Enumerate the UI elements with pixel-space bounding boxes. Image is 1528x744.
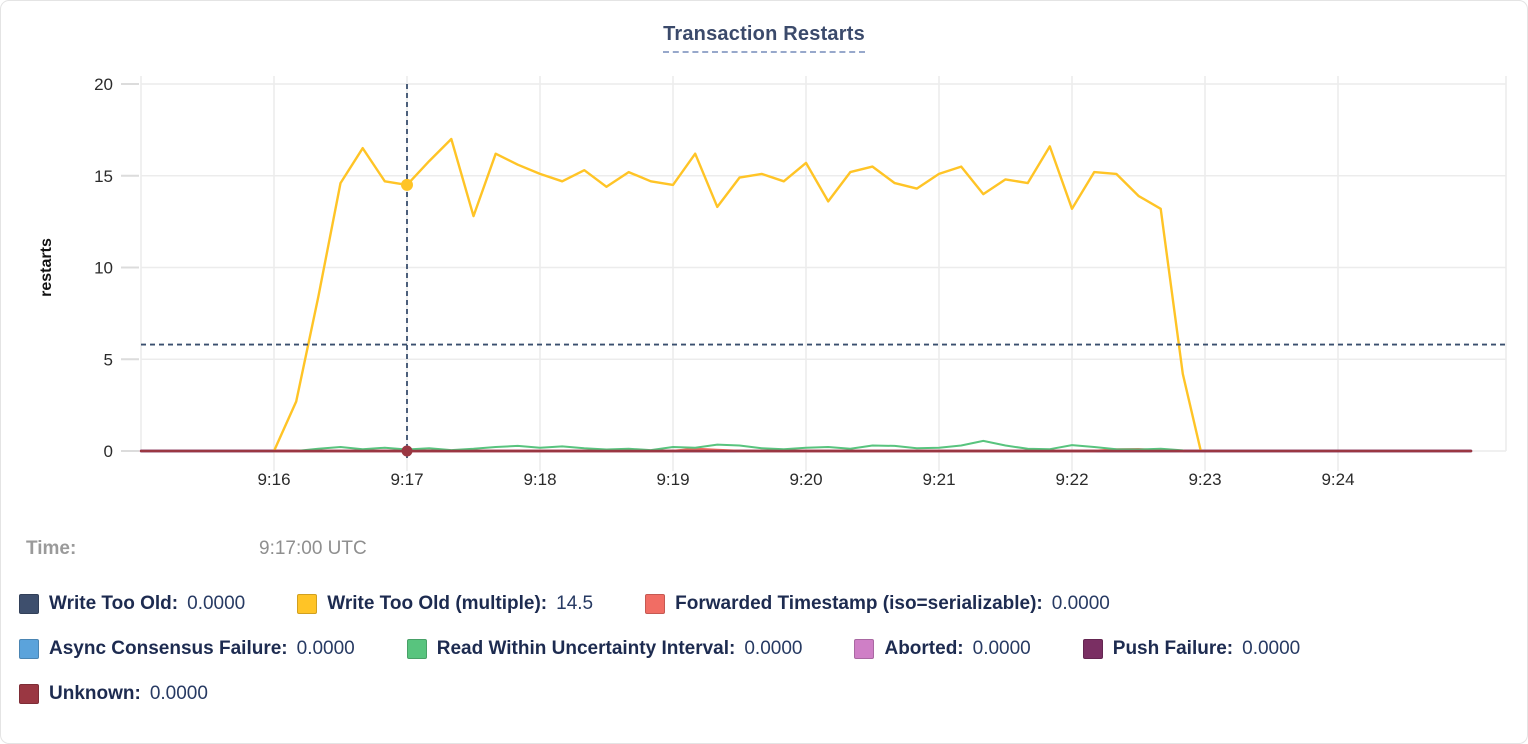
legend-value: 0.0000 bbox=[972, 637, 1031, 659]
legend-value: 0.0000 bbox=[1051, 592, 1110, 614]
transaction-restarts-chart[interactable]: 0 5 10 15 20 9:16 9:17 9:18 9:19 9:20 9:21 9:22 9:23… bbox=[1, 61, 1528, 521]
series-line-read-within-uncertainty-interval bbox=[295, 439, 1184, 452]
crosshair bbox=[141, 84, 1506, 461]
legend-label: Aborted: bbox=[884, 637, 964, 659]
legend-value: 0.0000 bbox=[296, 637, 355, 659]
x-tick-label: 9:19 bbox=[656, 470, 689, 489]
legend-item-write-too-old-multiple: Write Too Old (multiple): 14.5 bbox=[297, 593, 593, 615]
legend-swatch-icon bbox=[406, 638, 427, 659]
legend-label: Async Consensus Failure: bbox=[49, 637, 288, 659]
hover-time-label: Time: bbox=[26, 538, 77, 559]
legend-value: 14.5 bbox=[556, 592, 594, 614]
legend-item-aborted: Aborted: 0.0000 bbox=[854, 637, 1031, 660]
legend-row: Async Consensus Failure: 0.0000 Read Withi… bbox=[19, 634, 1511, 663]
y-tick-label: 5 bbox=[104, 350, 113, 369]
legend-value: 0.0000 bbox=[187, 592, 246, 614]
legend-row: Write Too Old: 0.0000 Write Too Old (multi… bbox=[19, 589, 1511, 618]
x-grid: 9:16 9:17 9:18 9:19 9:20 9:21 9:22 9:23 9:24 bbox=[140, 76, 1507, 489]
legend-item-forwarded-timestamp-iso-serializable: Forwarded Timestamp (iso=serializable): 0… bbox=[645, 593, 1110, 615]
x-tick-label: 9:22 bbox=[1055, 470, 1088, 489]
y-tick-label: 10 bbox=[94, 259, 113, 278]
legend-swatch-icon bbox=[19, 593, 39, 614]
legend-swatch-icon bbox=[1082, 638, 1103, 659]
x-tick-label: 9:16 bbox=[257, 470, 290, 489]
hover-time-value: 9:17:00 UTC bbox=[259, 538, 367, 559]
legend-item-write-too-old: Write Too Old: 0.0000 bbox=[19, 593, 245, 615]
legend-label: Write Too Old (multiple): bbox=[327, 592, 548, 614]
legend-swatch-icon bbox=[645, 593, 666, 614]
legend-value: 0.0000 bbox=[1242, 637, 1301, 659]
legend-label: Unknown: bbox=[49, 682, 141, 704]
legend-item-async-consensus-failure: Async Consensus Failure: 0.0000 bbox=[19, 638, 355, 660]
legend-value: 0.0000 bbox=[744, 637, 803, 659]
legend-item-read-within-uncertainty-interval: Read Within Uncertainty Interval: 0.0000 bbox=[406, 637, 803, 660]
legend-item-push-failure: Push Failure: 0.0000 bbox=[1082, 637, 1301, 660]
chart-header: Transaction Restarts bbox=[1, 23, 1527, 53]
legend-swatch-icon bbox=[19, 638, 39, 659]
y-grid: 0 5 10 15 20 bbox=[94, 75, 1506, 461]
series-lines bbox=[139, 137, 1473, 453]
y-tick-label: 15 bbox=[94, 167, 113, 186]
legend-swatch-icon bbox=[19, 683, 39, 704]
highlight-dot bbox=[401, 178, 413, 191]
y-tick-label: 20 bbox=[94, 75, 113, 94]
series-line-write-too-old-multiple bbox=[272, 137, 1202, 453]
legend-label: Forwarded Timestamp (iso=serializable): bbox=[675, 592, 1043, 614]
y-axis-label: restarts bbox=[38, 238, 55, 297]
x-tick-label: 9:18 bbox=[523, 470, 556, 489]
hover-time-row: Time: 9:17:00 UTC bbox=[26, 538, 1506, 560]
chart-title[interactable]: Transaction Restarts bbox=[663, 23, 865, 53]
y-tick-label: 0 bbox=[104, 442, 113, 461]
legend-label: Write Too Old: bbox=[49, 592, 179, 614]
legend-swatch-icon bbox=[297, 593, 318, 614]
legend-value: 0.0000 bbox=[149, 682, 208, 704]
x-tick-label: 9:20 bbox=[789, 470, 822, 489]
legend-label: Push Failure: bbox=[1112, 637, 1234, 659]
x-tick-label: 9:23 bbox=[1188, 470, 1221, 489]
x-tick-label: 9:24 bbox=[1321, 470, 1354, 489]
legend-label: Read Within Uncertainty Interval: bbox=[436, 637, 736, 659]
legend-item-unknown: Unknown: 0.0000 bbox=[19, 683, 208, 705]
x-tick-label: 9:21 bbox=[922, 470, 955, 489]
highlight-dot bbox=[401, 445, 413, 457]
legend-swatch-icon bbox=[854, 638, 875, 659]
chart-legend: Write Too Old: 0.0000 Write Too Old (multi… bbox=[19, 589, 1511, 724]
legend-row: Unknown: 0.0000 bbox=[19, 679, 1511, 708]
x-tick-label: 9:17 bbox=[390, 470, 423, 489]
